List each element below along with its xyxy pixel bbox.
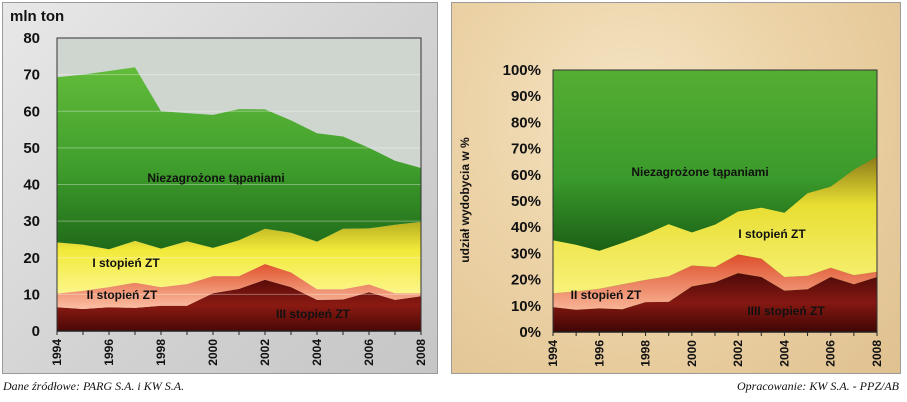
x-tick-label: 2002 [258,339,272,366]
x-tick-label: 2004 [310,339,324,366]
y-tick-label: 100% [503,62,541,79]
area-niezagrożone-tąpaniami [57,67,421,250]
x-tick-label: 2000 [206,339,220,366]
area-i-stopień-zt [57,221,421,294]
x-tick-label: 1996 [102,339,116,366]
data-source-note: Dane źródłowe: PARG S.A. i KW S.A. [3,379,185,393]
area-i-stopień-zt [553,156,877,294]
series-label: III stopień ZT [276,307,351,321]
y-tick-label: 40 [23,177,40,194]
tonnage-chart: 0 10 20 30 40 50 60 70 80 1994 1996 1998 2000 2002 200… [10,8,428,366]
series-label: Niezagrożone tąpaniami [631,165,768,179]
y-tick-label: 60% [511,167,541,184]
series-label: I stopień ZT [738,227,806,241]
x-tick-label: 1994 [546,340,560,367]
series-label: Niezagrożone tąpaniami [147,171,284,185]
y-tick-label: 70% [511,141,541,158]
y-axis-title: mln ton [10,8,64,25]
y-tick-label: 90% [511,88,541,105]
x-tick-label: 2006 [362,339,376,366]
x-tick-label: 1996 [592,340,606,367]
x-tick-label: 2006 [824,340,838,367]
y-tick-label: 20% [511,272,541,289]
x-tick-label: 2004 [777,340,791,367]
x-tick-label: 1998 [639,340,653,367]
y-tick-label: 20 [23,250,40,267]
series-label: II stopień ZT [571,288,642,302]
area-iiii-stopień-zt [553,273,877,332]
y-tick-label: 10% [511,298,541,315]
area-niezagrożone-tąpaniami [553,70,877,251]
y-tick-label: 0 [32,323,40,340]
series-label: IIII stopień ZT [747,304,825,318]
y-tick-label: 60 [23,103,40,120]
share-chart: 0% 10% 20% 30% 40% 50% 60% 70% 80% 90% 100% 1994 199… [458,62,884,367]
y-tick-label: 10 [23,286,40,303]
x-tick-label: 1994 [50,339,64,366]
y-tick-label: 70 [23,67,40,84]
x-tick-label: 2002 [731,340,745,367]
author-note: Opracowanie: KW S.A. - PPZ/AB [737,379,899,393]
area-iii-stopień-zt [57,279,421,331]
x-tick-label: 2008 [414,339,428,366]
series-label: I stopień ZT [92,256,160,270]
y-tick-label: 80 [23,30,40,47]
y-tick-label: 50% [511,193,541,210]
y-tick-label: 30% [511,245,541,262]
x-tick-label: 2000 [685,340,699,367]
x-tick-label: 1998 [154,339,168,366]
y-axis-title: udział wydobycia w % [458,137,472,263]
x-tick-label: 2008 [870,340,884,367]
series-label: II stopień ZT [87,288,158,302]
y-tick-label: 50 [23,140,40,157]
y-tick-label: 0% [519,324,541,341]
y-tick-label: 40% [511,219,541,236]
y-tick-label: 80% [511,114,541,131]
area-ii-stopień-zt [553,254,877,310]
y-tick-label: 30 [23,213,40,230]
area-ii-stopień-zt [57,264,421,309]
